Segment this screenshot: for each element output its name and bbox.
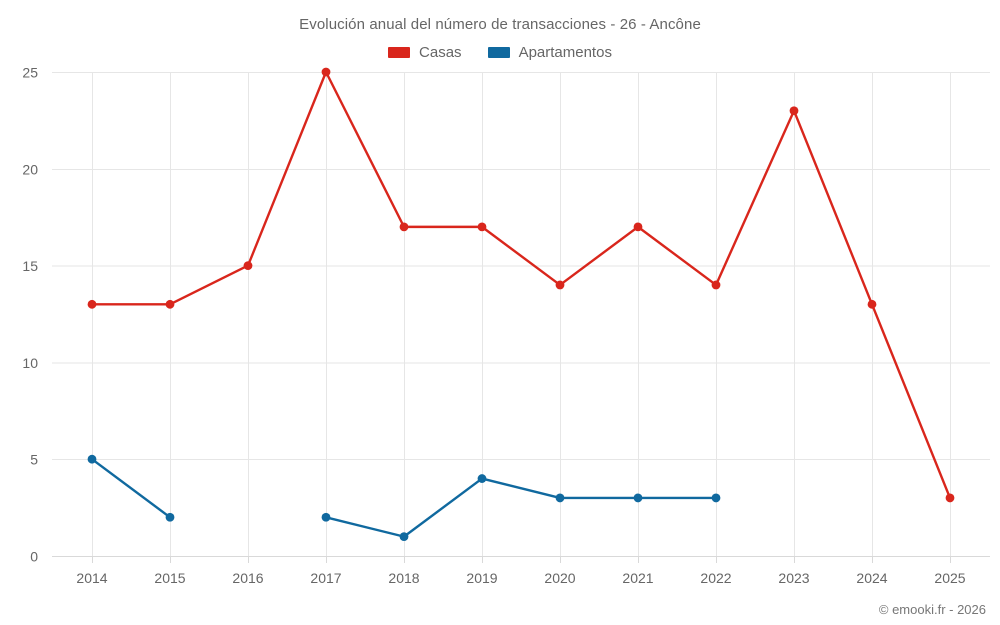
- data-point[interactable]: [711, 493, 721, 503]
- data-point[interactable]: [321, 67, 331, 77]
- series-line: [324, 477, 718, 538]
- x-tick-label: 2014: [76, 570, 107, 586]
- x-tick-label: 2015: [154, 570, 185, 586]
- x-tick-label: 2022: [700, 570, 731, 586]
- x-tick-label: 2018: [388, 570, 419, 586]
- series-line: [90, 458, 172, 519]
- data-point[interactable]: [321, 512, 331, 522]
- data-point[interactable]: [867, 299, 877, 309]
- data-point[interactable]: [399, 532, 409, 542]
- series-apartamentos: [87, 454, 721, 542]
- data-point[interactable]: [477, 222, 487, 232]
- footer-credit: © emooki.fr - 2026: [878, 602, 986, 617]
- legend-swatch-casas: [388, 47, 411, 58]
- data-point[interactable]: [633, 222, 643, 232]
- x-tick-label: 2024: [856, 570, 887, 586]
- legend-swatch-apartamentos: [487, 47, 510, 58]
- chart-legend: Casas Apartamentos: [0, 44, 1000, 61]
- data-point[interactable]: [555, 493, 565, 503]
- x-tick-label: 2016: [232, 570, 263, 586]
- series-line: [90, 70, 952, 500]
- y-axis-labels: 0 5 10 15 20 25: [22, 65, 38, 565]
- x-gridlines: [92, 72, 951, 556]
- legend-label-apartamentos: Apartamentos: [518, 44, 612, 61]
- x-tick-label: 2023: [778, 570, 809, 586]
- y-tick-label: 5: [30, 452, 38, 468]
- legend-label-casas: Casas: [419, 44, 462, 61]
- data-point[interactable]: [945, 493, 955, 503]
- data-series-layer: [87, 67, 955, 542]
- data-point[interactable]: [555, 280, 565, 290]
- data-point[interactable]: [243, 261, 253, 270]
- series-casas: [87, 67, 955, 503]
- chart-title: Evolución anual del número de transaccio…: [299, 16, 701, 33]
- x-tick-label: 2020: [544, 570, 575, 586]
- data-point[interactable]: [711, 280, 721, 290]
- data-point[interactable]: [87, 299, 97, 309]
- x-tick-label: 2025: [934, 570, 965, 586]
- data-point[interactable]: [165, 299, 175, 309]
- data-point[interactable]: [165, 512, 175, 522]
- data-point[interactable]: [477, 474, 487, 483]
- data-point[interactable]: [789, 106, 799, 116]
- x-axis-labels: 2014 2015 2016 2017 2018 2019 2020 2021 2022 2023…: [76, 570, 965, 586]
- x-tick-label: 2021: [622, 570, 653, 586]
- y-tick-label: 20: [22, 161, 38, 177]
- y-tick-label: 10: [22, 355, 38, 371]
- y-tick-label: 25: [22, 65, 38, 81]
- y-tick-label: 0: [30, 549, 38, 565]
- x-tick-label: 2019: [466, 570, 497, 586]
- y-tick-label: 15: [22, 258, 38, 274]
- data-point[interactable]: [399, 222, 409, 232]
- legend-item-apartamentos[interactable]: Apartamentos: [487, 44, 612, 61]
- legend-item-casas[interactable]: Casas: [388, 44, 462, 61]
- x-tick-label: 2017: [310, 570, 341, 586]
- data-point[interactable]: [633, 493, 643, 503]
- axis-tickmarks: [92, 556, 951, 563]
- y-gridlines: [52, 72, 990, 557]
- data-point[interactable]: [87, 454, 97, 464]
